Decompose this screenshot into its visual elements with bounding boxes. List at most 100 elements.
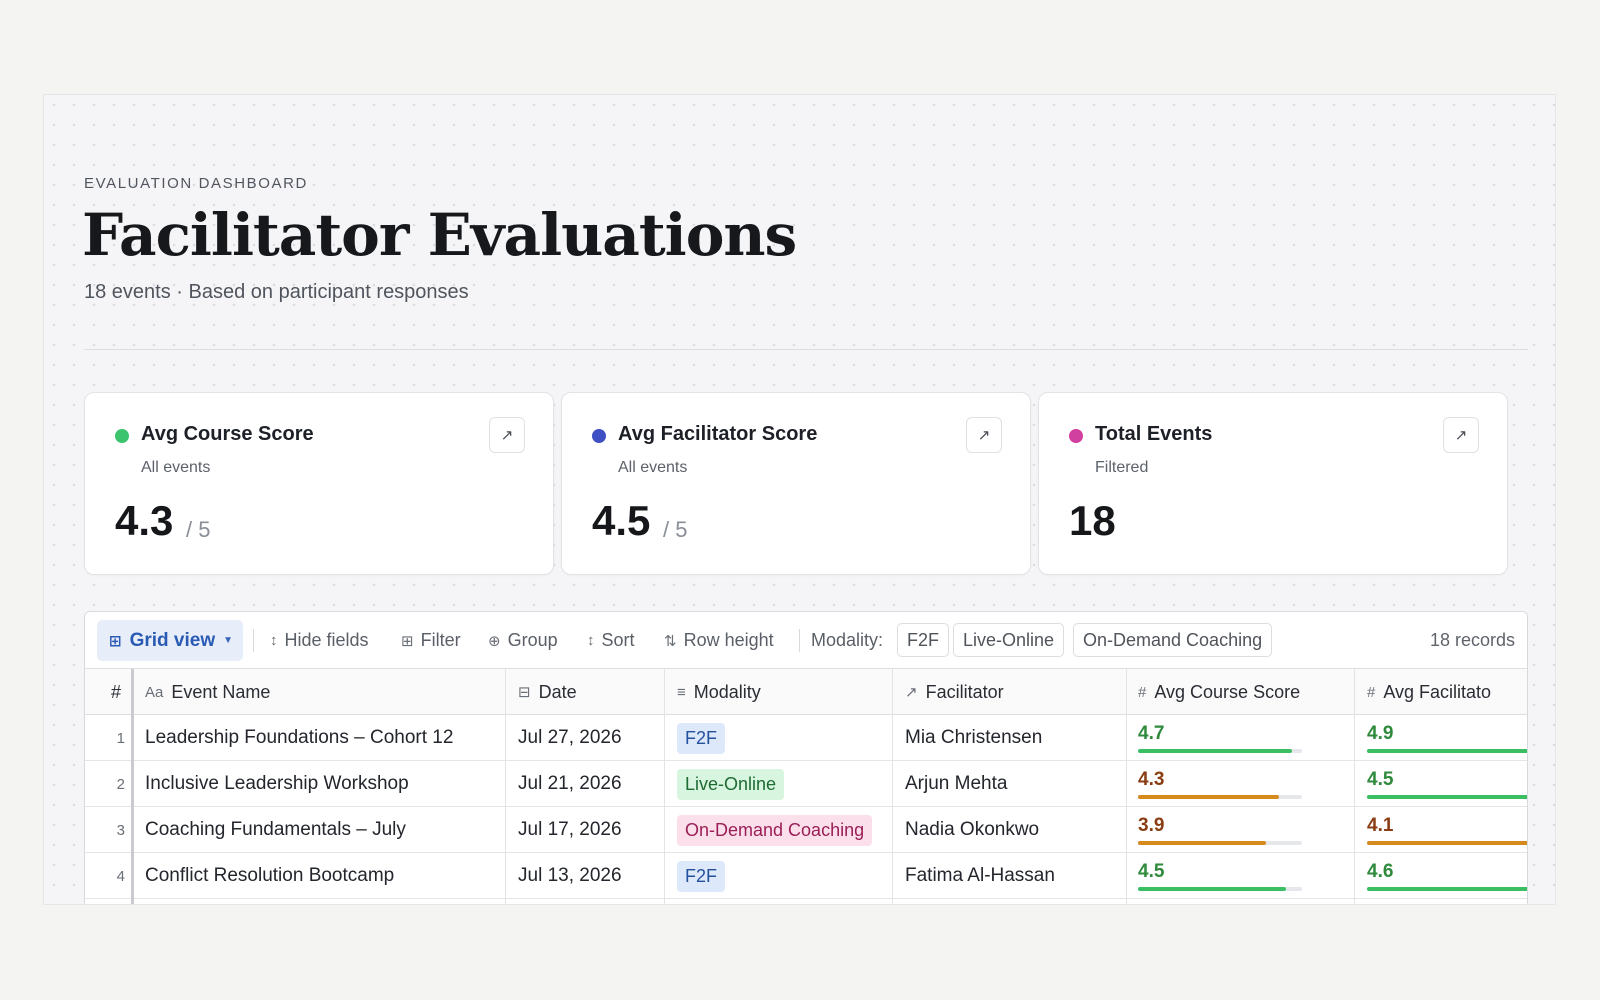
column-divider [505, 669, 506, 904]
expand-arrow-icon[interactable]: ↗ [966, 417, 1002, 453]
modality-cell[interactable]: On-Demand Coaching [677, 807, 889, 853]
avg-course-score-cell[interactable]: 4.5 [1138, 853, 1352, 899]
row-number: 4 [116, 867, 125, 885]
card-subtitle: All events [618, 459, 688, 476]
score-value: 4.6 [1367, 860, 1394, 882]
chevron-down-icon: ▼ [223, 635, 234, 646]
group-button[interactable]: ⊕ Group [488, 612, 558, 669]
event-name-cell[interactable]: Conflict Resolution Bootcamp [145, 865, 395, 886]
card-title: Avg Course Score [141, 423, 314, 445]
column-divider [1354, 669, 1355, 904]
page-subtitle: 18 events · Based on participant respons… [84, 281, 469, 303]
facilitator-cell[interactable]: Fatima Al-Hassan [905, 865, 1055, 886]
group-icon: ⊕ [488, 632, 501, 650]
event-name-cell[interactable]: Coaching Fundamentals – July [145, 819, 406, 840]
event-name-cell[interactable]: Leadership Foundations – Cohort 12 [145, 727, 454, 748]
score-bar-fill [1367, 840, 1527, 845]
column-header-date[interactable]: ⊟ Date [518, 669, 668, 715]
column-header-label: Modality [693, 681, 761, 702]
expand-arrow-icon[interactable]: ↗ [489, 417, 525, 453]
column-header-facilitator[interactable]: ↗ Facilitator [905, 669, 1130, 715]
date-cell[interactable]: Jul 17, 2026 [518, 819, 622, 840]
column-header-label: Date [538, 681, 577, 702]
column-header-avg-course-score[interactable]: # Avg Course Score [1138, 669, 1358, 715]
facilitator-cell[interactable]: Arjun Mehta [905, 773, 1008, 794]
score-value: 4.5 [1367, 768, 1394, 790]
column-header-modality[interactable]: ≡ Modality [677, 669, 897, 715]
page-title: Facilitator Evaluations [82, 201, 797, 269]
card-denominator: / 5 [663, 517, 688, 542]
grid-toolbar: ⊞ Grid view ▼ ↕ Hide fields ⊞ Filter ⊕ G… [85, 612, 1527, 669]
column-header-event-name[interactable]: Aa Event Name [145, 669, 505, 715]
number-field-icon: # [1367, 683, 1376, 701]
sort-label: Sort [601, 630, 635, 650]
avg-facilitator-score-cell[interactable]: 4.6 [1367, 853, 1527, 899]
row-height-button[interactable]: ⇅ Row height [664, 612, 774, 669]
hide-fields-button[interactable]: ↕ Hide fields [270, 612, 369, 669]
filter-label: Filter [420, 630, 461, 650]
modality-chip-live-online[interactable]: Live-Online [953, 623, 1065, 657]
filter-button[interactable]: ⊞ Filter [401, 612, 461, 669]
facilitator-cell[interactable]: Nadia Okonkwo [905, 819, 1040, 840]
card-value: 4.3 [115, 497, 174, 544]
modality-tag: Live-Online [677, 768, 785, 800]
score-bar [1367, 886, 1527, 891]
date-cell[interactable]: Jul 21, 2026 [518, 773, 622, 794]
score-bar-fill [1138, 886, 1286, 891]
column-header-avg-facilitator-score[interactable]: # Avg Facilitato [1367, 669, 1527, 715]
table-row[interactable]: 2 Inclusive Leadership Workshop Jul 21, 20… [85, 761, 1527, 807]
column-divider [131, 669, 134, 904]
modality-tag: F2F [677, 722, 726, 754]
sort-icon: ↕ [587, 632, 595, 649]
score-bar-fill [1138, 794, 1280, 799]
filter-icon: ⊞ [401, 632, 414, 650]
card-subtitle: Filtered [1095, 459, 1149, 476]
card-title: Avg Facilitator Score [618, 423, 818, 445]
link-field-icon: ↗ [905, 684, 918, 701]
modality-chip-f2f[interactable]: F2F [897, 623, 950, 657]
modality-cell[interactable]: Live-Online [677, 761, 889, 807]
card-value: 18 [1069, 497, 1116, 544]
score-value: 4.7 [1138, 722, 1165, 744]
score-bar [1138, 794, 1302, 799]
score-bar-fill [1367, 748, 1527, 753]
row-height-icon: ⇅ [664, 632, 677, 650]
avg-course-score-cell[interactable]: 3.9 [1138, 807, 1352, 853]
row-height-label: Row height [683, 630, 774, 650]
header-divider [84, 349, 1528, 350]
card-value: 4.5 [592, 497, 651, 544]
date-cell[interactable]: Jul 13, 2026 [518, 865, 622, 886]
score-bar [1367, 794, 1527, 799]
score-value: 4.5 [1138, 860, 1165, 882]
select-field-icon: ≡ [677, 683, 686, 701]
grid-view-button[interactable]: ⊞ Grid view ▼ [97, 620, 243, 661]
avg-course-score-cell[interactable]: 4.3 [1138, 761, 1352, 807]
modality-filter-label: Modality: [811, 630, 884, 650]
sort-button[interactable]: ↕ Sort [587, 612, 635, 669]
row-number: 2 [116, 775, 125, 793]
avg-course-score-cell[interactable]: 4.7 [1138, 715, 1352, 761]
table-row[interactable]: 1 Leadership Foundations – Cohort 12 Jul 2… [85, 715, 1527, 761]
column-header-label: Facilitator [925, 681, 1004, 702]
modality-cell[interactable]: F2F [677, 715, 889, 761]
expand-arrow-icon[interactable]: ↗ [1443, 417, 1479, 453]
event-name-cell[interactable]: Inclusive Leadership Workshop [145, 773, 409, 794]
status-dot-icon [1069, 429, 1083, 443]
modality-chip-on-demand-coaching[interactable]: On-Demand Coaching [1073, 623, 1273, 657]
score-bar-fill [1138, 840, 1266, 845]
table-row[interactable]: 3 Coaching Fundamentals – July Jul 17, 202… [85, 807, 1527, 853]
modality-cell[interactable]: F2F [677, 853, 889, 899]
avg-facilitator-score-cell[interactable]: 4.9 [1367, 715, 1527, 761]
score-bar [1367, 748, 1527, 753]
table-row[interactable]: 4 Conflict Resolution Bootcamp Jul 13, 202… [85, 853, 1527, 899]
facilitator-cell[interactable]: Mia Christensen [905, 727, 1043, 748]
number-field-icon: # [1138, 683, 1147, 701]
column-divider [892, 669, 893, 904]
modality-tag: F2F [677, 860, 726, 892]
avg-facilitator-score-cell[interactable]: 4.5 [1367, 761, 1527, 807]
column-divider [1126, 669, 1127, 904]
avg-facilitator-score-cell[interactable]: 4.1 [1367, 807, 1527, 853]
date-cell[interactable]: Jul 27, 2026 [518, 727, 622, 748]
score-bar-fill [1138, 748, 1293, 753]
grid-header-row: # Aa Event Name ⊟ Date ≡ Modality ↗ Faci… [85, 669, 1527, 715]
